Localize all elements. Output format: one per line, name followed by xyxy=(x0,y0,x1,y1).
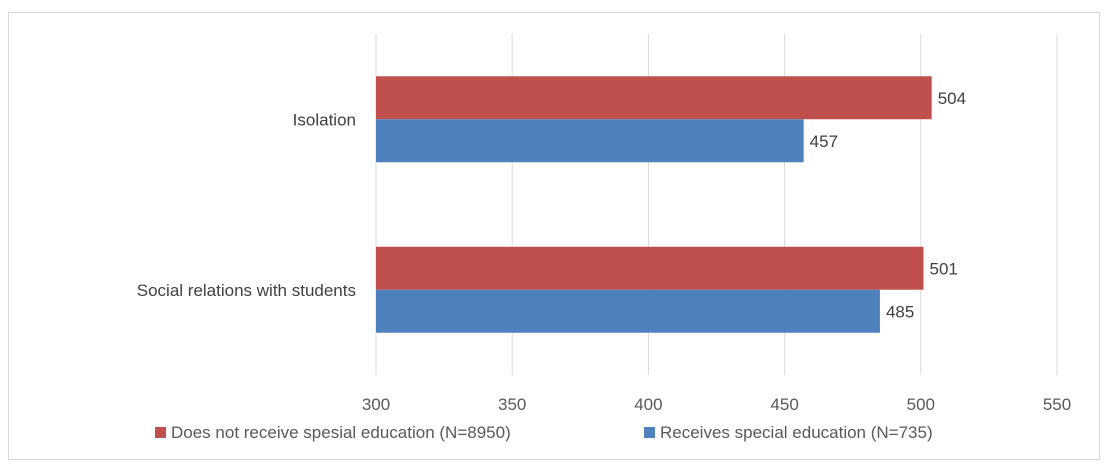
x-tick-label: 400 xyxy=(634,395,662,414)
x-tick-label: 450 xyxy=(770,395,798,414)
legend-swatch xyxy=(644,427,655,438)
data-label: 504 xyxy=(938,89,966,108)
data-labels: 504 457 501 485 xyxy=(810,89,966,322)
bar xyxy=(376,119,804,163)
bar xyxy=(376,246,924,290)
legend: Does not receive spesial education (N=89… xyxy=(155,423,933,442)
bars xyxy=(376,76,932,333)
bar xyxy=(376,76,932,120)
x-tick-label: 500 xyxy=(907,395,935,414)
x-tick-label: 550 xyxy=(1043,395,1071,414)
category-label: Isolation xyxy=(293,110,356,129)
data-label: 501 xyxy=(930,259,958,278)
legend-swatch xyxy=(155,427,166,438)
category-labels: Isolation Social relations with students xyxy=(137,110,356,300)
category-label: Social relations with students xyxy=(137,281,356,300)
legend-label: Receives special education (N=735) xyxy=(660,423,933,442)
x-tick-label: 300 xyxy=(362,395,390,414)
legend-label: Does not receive spesial education (N=89… xyxy=(171,423,511,442)
bar xyxy=(376,289,880,333)
x-tick-labels: 300 350 400 450 500 550 xyxy=(362,395,1071,414)
x-tick-label: 350 xyxy=(498,395,526,414)
data-label: 485 xyxy=(886,302,914,321)
data-label: 457 xyxy=(810,132,838,151)
